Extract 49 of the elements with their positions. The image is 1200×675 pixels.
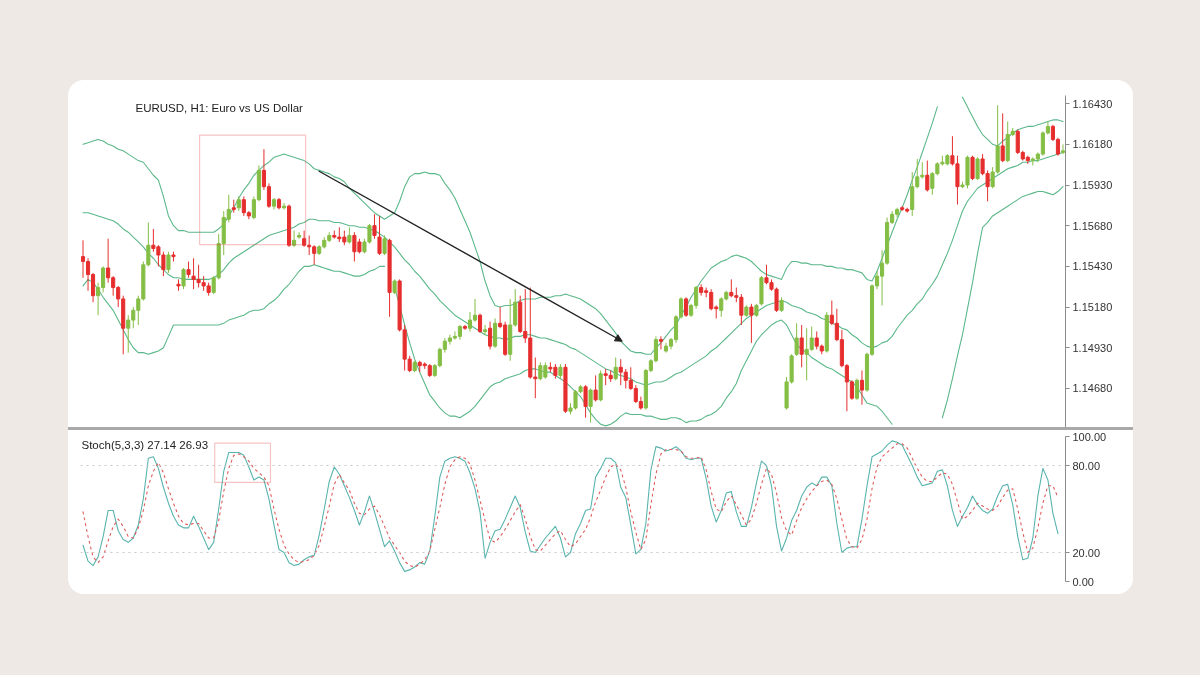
y-tick-label: 1.14680 (1072, 382, 1113, 395)
candlestick (493, 317, 498, 349)
candlestick (1060, 143, 1066, 155)
candlestick (106, 238, 111, 284)
candlestick (975, 156, 980, 181)
y-tick-label: 1.15180 (1072, 301, 1113, 314)
candlestick (1000, 112, 1005, 163)
candlestick (794, 322, 799, 357)
candlestick (477, 313, 483, 334)
candlestick (382, 234, 387, 256)
y-tick-label: 1.15930 (1072, 179, 1113, 192)
candlestick (799, 324, 804, 368)
candlestick (80, 239, 86, 279)
y-tick-label: 20.00 (1072, 546, 1101, 559)
candlestick (684, 296, 689, 318)
candlestick (181, 267, 186, 290)
text: EURUSD, H1: Euro vs US Dollar (135, 101, 304, 114)
y-tick-label: 1.16430 (1072, 97, 1113, 110)
candlestick (372, 213, 377, 240)
y-tick-label: 100.00 (1072, 430, 1107, 443)
candlestick (970, 155, 975, 181)
candlestick (302, 230, 307, 248)
candlestick (588, 387, 593, 424)
candlestick (925, 160, 930, 193)
candlestick (377, 215, 382, 256)
candlestick (467, 311, 473, 332)
candlestick (292, 230, 297, 248)
candlestick (583, 384, 588, 419)
candlestick (483, 324, 488, 336)
y-tick-label: 1.16180 (1072, 138, 1113, 151)
candlestick (166, 251, 171, 274)
candlestick (910, 171, 915, 217)
candlestick (658, 335, 663, 350)
candlestick (488, 321, 493, 350)
candlestick (297, 231, 302, 240)
candlestick (85, 257, 91, 292)
candlestick (593, 374, 598, 402)
candlestick (749, 303, 754, 344)
candlestick (719, 296, 724, 318)
y-tick-label: 80.00 (1072, 459, 1101, 472)
y-tick-label: 1.14930 (1072, 341, 1113, 354)
candlestick (854, 378, 859, 401)
y-tick-label: 0.00 (1072, 575, 1094, 588)
chart-title: Stoch(5,3,3) 27.14 26.93 (81, 438, 209, 451)
y-tick-label: 1.15680 (1072, 219, 1113, 232)
candlestick (859, 370, 865, 406)
candlestick (613, 357, 618, 381)
y-tick-label: 1.15430 (1072, 260, 1113, 273)
candlestick (126, 314, 131, 354)
